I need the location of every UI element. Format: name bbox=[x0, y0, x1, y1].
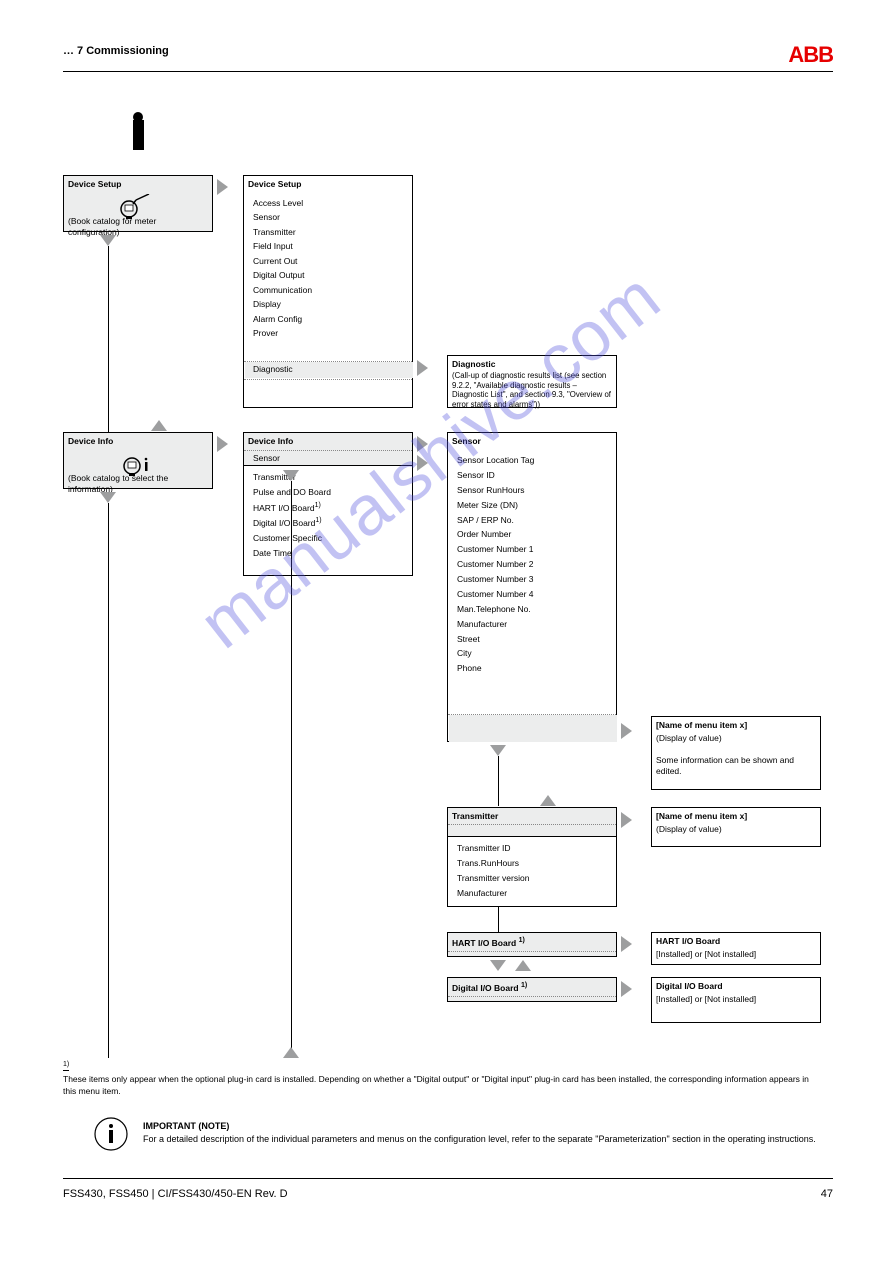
gauge-icon bbox=[119, 194, 155, 220]
desc: (Call-up of diagnostic results list (see… bbox=[452, 371, 612, 410]
abb-logo: ABB bbox=[788, 42, 833, 68]
info-glyph bbox=[127, 108, 148, 161]
arrow-right-icon bbox=[621, 812, 632, 828]
footer-page-number: 47 bbox=[821, 1188, 833, 1200]
hart-value-box: HART I/O Board [Installed] or [Not insta… bbox=[651, 932, 821, 965]
transmitter-list: Transmitter ID Trans.RunHours Transmitte… bbox=[447, 837, 617, 907]
title: Device Info bbox=[248, 436, 293, 447]
title: HART I/O Board 1) bbox=[452, 936, 525, 949]
title: Digital I/O Board 1) bbox=[452, 981, 527, 994]
footer-left: FSS430, FSS450 | CI/FSS430/450-EN Rev. D bbox=[63, 1188, 288, 1200]
digio-value-box: Digital I/O Board [Installed] or [Not in… bbox=[651, 977, 821, 1023]
sensor-detail: Sensor Sensor Location Tag Sensor ID Sen… bbox=[447, 432, 617, 742]
rule-top bbox=[63, 71, 833, 72]
diagnostic-detail: Diagnostic (Call-up of diagnostic result… bbox=[447, 355, 617, 408]
arrow-down-icon bbox=[100, 235, 116, 246]
value: (Display of value) bbox=[656, 733, 722, 744]
arrow-up-icon bbox=[515, 960, 531, 971]
arrow-right-icon bbox=[417, 360, 428, 376]
item-diagnostic[interactable]: Diagnostic bbox=[253, 364, 293, 375]
value: [Installed] or [Not installed] bbox=[656, 994, 756, 1005]
gauge-info-icon bbox=[122, 453, 156, 477]
title: Digital I/O Board bbox=[656, 981, 723, 992]
arrow-down-icon bbox=[490, 960, 506, 971]
arrow-down-icon bbox=[100, 492, 116, 503]
list: Sensor Location Tag Sensor ID Sensor Run… bbox=[457, 453, 534, 676]
title: HART I/O Board bbox=[656, 936, 720, 947]
note-body: For a detailed description of the indivi… bbox=[143, 1133, 823, 1146]
arrow-down-icon bbox=[283, 470, 299, 481]
note-title: IMPORTANT (NOTE) bbox=[143, 1120, 823, 1133]
menu-device-setup[interactable]: Device Setup (Book catalog for meter con… bbox=[63, 175, 213, 232]
info-icon bbox=[93, 1116, 129, 1154]
arrow-right-icon bbox=[217, 436, 228, 452]
connector-line bbox=[498, 756, 499, 806]
arrow-up-icon bbox=[540, 795, 556, 806]
hart-io-row[interactable]: HART I/O Board 1) bbox=[447, 932, 617, 957]
connector-line bbox=[108, 503, 109, 1058]
arrow-right-icon bbox=[417, 455, 428, 471]
arrow-right-icon bbox=[621, 981, 632, 997]
footnote-marker: 1) bbox=[63, 1060, 69, 1071]
sensor-value-box: [Name of menu item x] (Display of value)… bbox=[651, 716, 821, 790]
digio-row[interactable]: Digital I/O Board 1) bbox=[447, 977, 617, 1002]
arrow-right-icon bbox=[621, 936, 632, 952]
title: Device Setup bbox=[248, 179, 301, 190]
rule-bottom bbox=[63, 1178, 833, 1179]
value: (Display of value) bbox=[656, 824, 722, 835]
menu-device-info[interactable]: Device Info (Book catalog to select the … bbox=[63, 432, 213, 489]
arrow-down-icon bbox=[490, 745, 506, 756]
title: [Name of menu item x] bbox=[656, 811, 747, 822]
submenu-device-info-rest: Transmitter Pulse and DO Board HART I/O … bbox=[243, 466, 413, 576]
page: … 7 Commissioning ABB Device Setup (Book… bbox=[0, 0, 893, 1263]
title: Transmitter bbox=[452, 811, 498, 822]
title: Device Info bbox=[68, 436, 113, 447]
connector-line bbox=[291, 481, 292, 1058]
footnote-text: These items only appear when the optiona… bbox=[63, 1074, 823, 1098]
arrow-right-icon bbox=[621, 723, 632, 739]
list: Access Level Sensor Transmitter Field In… bbox=[253, 196, 312, 340]
title: Sensor bbox=[452, 436, 481, 447]
arrow-up-icon bbox=[283, 1047, 299, 1058]
submenu-device-setup: Device Setup Access Level Sensor Transmi… bbox=[243, 175, 413, 408]
important-note: IMPORTANT (NOTE) For a detailed descript… bbox=[143, 1120, 823, 1145]
title: [Name of menu item x] bbox=[656, 720, 747, 731]
item-sensor[interactable]: Sensor bbox=[253, 453, 280, 464]
trans-value-box: [Name of menu item x] (Display of value) bbox=[651, 807, 821, 847]
transmitter-detail[interactable]: Transmitter bbox=[447, 807, 617, 837]
value: [Installed] or [Not installed] bbox=[656, 949, 756, 960]
arrow-up-icon bbox=[151, 420, 167, 431]
title: Device Setup bbox=[68, 179, 121, 190]
list: Transmitter ID Trans.RunHours Transmitte… bbox=[457, 841, 529, 901]
arrow-right-icon bbox=[217, 179, 228, 195]
connector-line bbox=[498, 907, 499, 932]
connector-line bbox=[108, 246, 109, 432]
arrow-right-icon bbox=[417, 436, 428, 452]
note: Some information can be shown and edited… bbox=[656, 755, 816, 778]
title: Diagnostic bbox=[452, 359, 495, 370]
section-header: … 7 Commissioning bbox=[63, 45, 169, 57]
submenu-device-info-top[interactable]: Device Info Sensor bbox=[243, 432, 413, 466]
